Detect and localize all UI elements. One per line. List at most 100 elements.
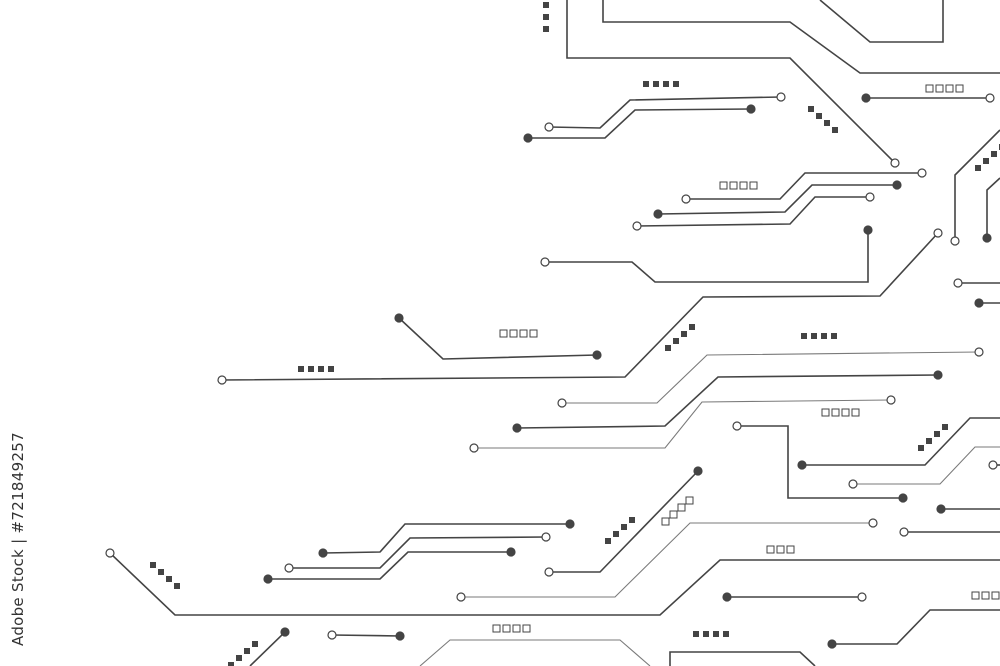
open-chip-square <box>512 624 521 633</box>
filled-chip-square <box>543 14 549 20</box>
open-pad <box>776 92 786 102</box>
filled-pad <box>506 547 516 557</box>
filled-chip-square <box>236 655 242 661</box>
open-chip-square <box>529 329 538 338</box>
filled-pad <box>592 350 602 360</box>
filled-pad <box>892 180 902 190</box>
open-pad <box>732 421 742 431</box>
filled-chip-square <box>713 631 719 637</box>
filled-pad <box>512 423 522 433</box>
circuit-trace <box>331 634 401 637</box>
open-pad <box>950 236 960 246</box>
circuit-trace <box>221 232 939 381</box>
filled-pad <box>982 233 992 243</box>
open-chip-square <box>831 408 840 417</box>
open-pad <box>557 398 567 408</box>
filled-chip-square <box>174 583 180 589</box>
filled-chip-square <box>673 81 679 87</box>
filled-chip-square <box>821 333 827 339</box>
open-pad <box>848 479 858 489</box>
filled-chip-square <box>252 641 258 647</box>
open-chip-square <box>776 545 785 554</box>
filled-chip-square <box>975 165 981 171</box>
filled-pad <box>280 627 290 637</box>
open-chip-square <box>499 329 508 338</box>
circuit-trace <box>545 230 869 283</box>
circuit-trace <box>669 651 816 666</box>
filled-chip-square <box>318 366 324 372</box>
open-chip-square <box>739 181 748 190</box>
open-chip-square <box>971 591 980 600</box>
open-chip-square <box>729 181 738 190</box>
filled-pad <box>263 574 273 584</box>
filled-pad <box>936 504 946 514</box>
open-pad <box>868 518 878 528</box>
filled-pad <box>827 639 837 649</box>
stock-id-watermark: Adobe Stock | #721849257 <box>9 432 27 646</box>
open-pad <box>985 93 995 103</box>
open-pad <box>456 592 466 602</box>
filled-chip-square <box>328 366 334 372</box>
filled-chip-square <box>832 127 838 133</box>
filled-pad <box>974 298 984 308</box>
open-chip-square <box>492 624 501 633</box>
circuit-trace <box>853 446 1000 485</box>
filled-chip-square <box>991 151 997 157</box>
filled-chip-square <box>543 2 549 8</box>
circuit-trace <box>986 177 1000 238</box>
open-pad <box>974 347 984 357</box>
open-pad <box>857 592 867 602</box>
circuit-trace <box>398 317 598 360</box>
open-chip-square <box>669 510 678 519</box>
filled-pad <box>318 548 328 558</box>
open-pad <box>469 443 479 453</box>
circuit-trace <box>289 536 547 569</box>
filled-chip-square <box>298 366 304 372</box>
open-pad <box>541 532 551 542</box>
filled-chip-square <box>663 81 669 87</box>
filled-chip-square <box>228 662 234 666</box>
filled-chip-square <box>808 106 814 112</box>
filled-chip-square <box>543 26 549 32</box>
circuit-trace <box>636 196 870 227</box>
filled-pad <box>797 460 807 470</box>
open-chip-square <box>749 181 758 190</box>
open-chip-square <box>945 84 954 93</box>
open-chip-square <box>502 624 511 633</box>
filled-chip-square <box>643 81 649 87</box>
circuit-trace <box>322 523 570 554</box>
filled-pad <box>653 209 663 219</box>
filled-chip-square <box>308 366 314 372</box>
filled-chip-square <box>816 113 822 119</box>
open-pad <box>933 228 943 238</box>
circuit-trace <box>528 108 752 139</box>
filled-chip-square <box>824 120 830 126</box>
open-chip-square <box>719 181 728 190</box>
open-chip-square <box>955 84 964 93</box>
filled-pad <box>746 104 756 114</box>
filled-chip-square <box>918 445 924 451</box>
open-pad <box>540 257 550 267</box>
filled-chip-square <box>665 345 671 351</box>
circuit-trace <box>562 351 980 404</box>
circuit-trace <box>268 551 511 580</box>
open-chip-square <box>821 408 830 417</box>
filled-chip-square <box>166 576 172 582</box>
filled-chip-square <box>244 648 250 654</box>
filled-chip-square <box>621 524 627 530</box>
circuit-trace <box>419 639 651 666</box>
circuit-trace <box>549 470 699 573</box>
open-chip-square <box>925 84 934 93</box>
open-pad <box>865 192 875 202</box>
circuit-trace <box>548 96 782 129</box>
open-chip-square <box>685 496 694 505</box>
filled-pad <box>394 313 404 323</box>
open-chip-square <box>851 408 860 417</box>
open-chip-square <box>786 545 795 554</box>
filled-pad <box>523 133 533 143</box>
filled-chip-square <box>926 438 932 444</box>
circuit-trace <box>249 631 286 666</box>
open-chip-square <box>935 84 944 93</box>
